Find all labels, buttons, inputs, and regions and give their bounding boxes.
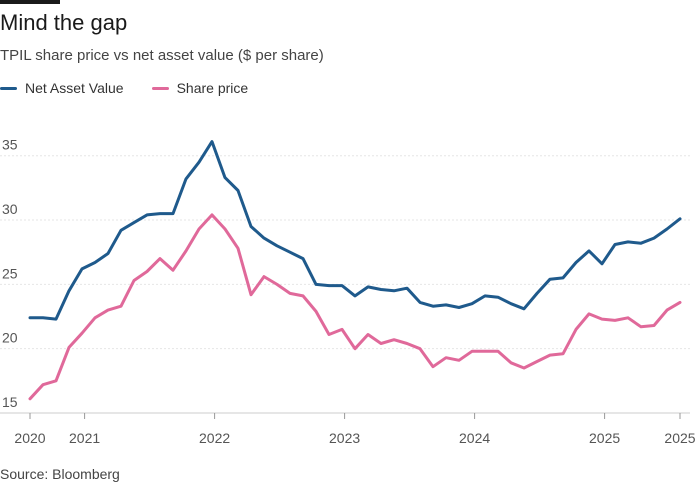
y-tick-label: 35: [2, 137, 18, 153]
series-line-nav: [28, 140, 682, 321]
legend-swatch-nav: [0, 86, 17, 90]
series-line-share-price: [28, 213, 682, 401]
legend-label-nav: Net Asset Value: [25, 80, 124, 96]
legend: Net Asset Value Share price: [0, 78, 276, 98]
x-tick-label: 2024: [459, 430, 490, 446]
x-tick-label: 2022: [199, 430, 230, 446]
chart-subtitle: TPIL share price vs net asset value ($ p…: [0, 47, 324, 64]
x-tick-label: 2025: [589, 430, 620, 446]
y-tick-label: 30: [2, 201, 18, 217]
top-rule: [0, 0, 60, 4]
y-tick-label: 15: [2, 394, 18, 410]
y-tick-label: 25: [2, 265, 18, 281]
y-tick-label: 20: [2, 330, 18, 346]
legend-item-nav: Net Asset Value: [0, 80, 124, 96]
source-note: Source: Bloomberg: [0, 466, 120, 482]
x-tick-label: 2021: [69, 430, 100, 446]
x-tick-label: 2020: [14, 430, 45, 446]
chart-title: Mind the gap: [0, 10, 128, 35]
legend-label-share-price: Share price: [176, 80, 249, 96]
legend-swatch-share-price: [151, 86, 169, 90]
x-tick-label: 2023: [329, 430, 360, 446]
x-tick-label: 2025: [664, 430, 695, 446]
legend-item-share-price: Share price: [151, 80, 249, 96]
